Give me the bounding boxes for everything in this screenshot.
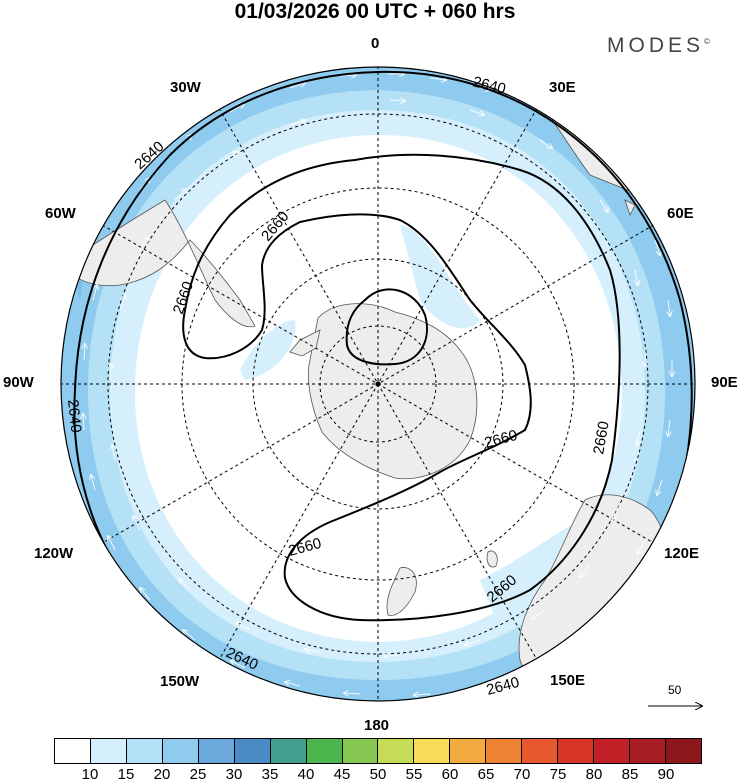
colorbar-tick-label: 50 bbox=[369, 766, 387, 783]
colorbar-tick-label: 45 bbox=[333, 766, 351, 783]
colorbar-swatch bbox=[162, 739, 199, 763]
colorbar-swatch bbox=[378, 739, 415, 763]
reference-vector-label: 50 bbox=[668, 683, 682, 697]
colorbar-tick-label: 70 bbox=[513, 766, 531, 783]
colorbar-tick-label: 65 bbox=[477, 766, 495, 783]
colorbar-swatch bbox=[90, 739, 127, 763]
colorbar-swatch bbox=[522, 739, 559, 763]
map-boundary bbox=[60, 66, 696, 702]
contour-label: 2660 bbox=[590, 420, 613, 456]
south-pole-dot bbox=[375, 381, 381, 387]
colorbar bbox=[54, 738, 702, 764]
meridian-label-150w: 150W bbox=[160, 673, 200, 690]
meridian-label-150e: 150E bbox=[550, 672, 586, 689]
colorbar-tick-label: 15 bbox=[117, 766, 135, 783]
brand-logo: MODES© bbox=[607, 34, 710, 58]
colorbar-tick-label: 40 bbox=[297, 766, 315, 783]
colorbar-swatch bbox=[126, 739, 163, 763]
meridian-label-60e: 60E bbox=[667, 205, 694, 222]
colorbar-tick-label: 35 bbox=[261, 766, 279, 783]
contour-2660-inner bbox=[345, 288, 428, 366]
map-title: 01/03/2026 00 UTC + 060 hrs bbox=[234, 0, 516, 23]
colorbar-swatch bbox=[342, 739, 379, 763]
colorbar-tick-label: 85 bbox=[621, 766, 639, 783]
contour-2660-main bbox=[182, 153, 621, 622]
contour-label: 2640 bbox=[64, 399, 84, 434]
colorbar-swatch bbox=[414, 739, 451, 763]
colorbar-tick-label: 20 bbox=[153, 766, 171, 783]
colorbar-tick-label: 75 bbox=[549, 766, 567, 783]
colorbar-swatch bbox=[306, 739, 343, 763]
copyright-mark: © bbox=[704, 37, 710, 46]
brand-name: MODES bbox=[607, 34, 705, 57]
colorbar-swatch bbox=[234, 739, 271, 763]
meridian-label-180: 180 bbox=[364, 717, 390, 734]
colorbar-swatch bbox=[630, 739, 666, 763]
colorbar-tick-label: 60 bbox=[441, 766, 459, 783]
colorbar-swatch bbox=[198, 739, 235, 763]
meridian-label-120e: 120E bbox=[664, 545, 700, 562]
antarctica bbox=[307, 303, 478, 480]
contour-2640 bbox=[73, 70, 693, 701]
colorbar-tick-label: 80 bbox=[585, 766, 603, 783]
colorbar-tick-label: 10 bbox=[81, 766, 99, 783]
colorbar-tick-label: 30 bbox=[225, 766, 243, 783]
meridian-label-120w: 120W bbox=[34, 545, 74, 562]
colorbar-swatch bbox=[665, 739, 701, 763]
height-contours bbox=[73, 70, 693, 701]
colorbar-ticks: 10 15 20 25 30 35 40 45 50 55 60 65 70 75 80 85 90 bbox=[54, 764, 702, 783]
colorbar-tick-label: 25 bbox=[189, 766, 207, 783]
meridian-label-90w: 90W bbox=[3, 374, 34, 391]
colorbar-swatch bbox=[450, 739, 487, 763]
meridian-label-30w: 30W bbox=[170, 79, 201, 96]
colorbar-tick-label: 55 bbox=[405, 766, 423, 783]
colorbar-swatch bbox=[486, 739, 523, 763]
colorbar-swatch bbox=[55, 739, 91, 763]
new-zealand bbox=[386, 567, 417, 616]
meridian-label-30e: 30E bbox=[549, 79, 576, 96]
colorbar-swatch bbox=[558, 739, 595, 763]
meridian-label-60w: 60W bbox=[45, 205, 76, 222]
colorbar-swatch bbox=[270, 739, 307, 763]
colorbar-tick-label: 90 bbox=[657, 766, 675, 783]
colorbar-swatch bbox=[594, 739, 630, 763]
meridian-label-90e: 90E bbox=[711, 374, 738, 391]
meridian-label-0: 0 bbox=[371, 35, 380, 52]
